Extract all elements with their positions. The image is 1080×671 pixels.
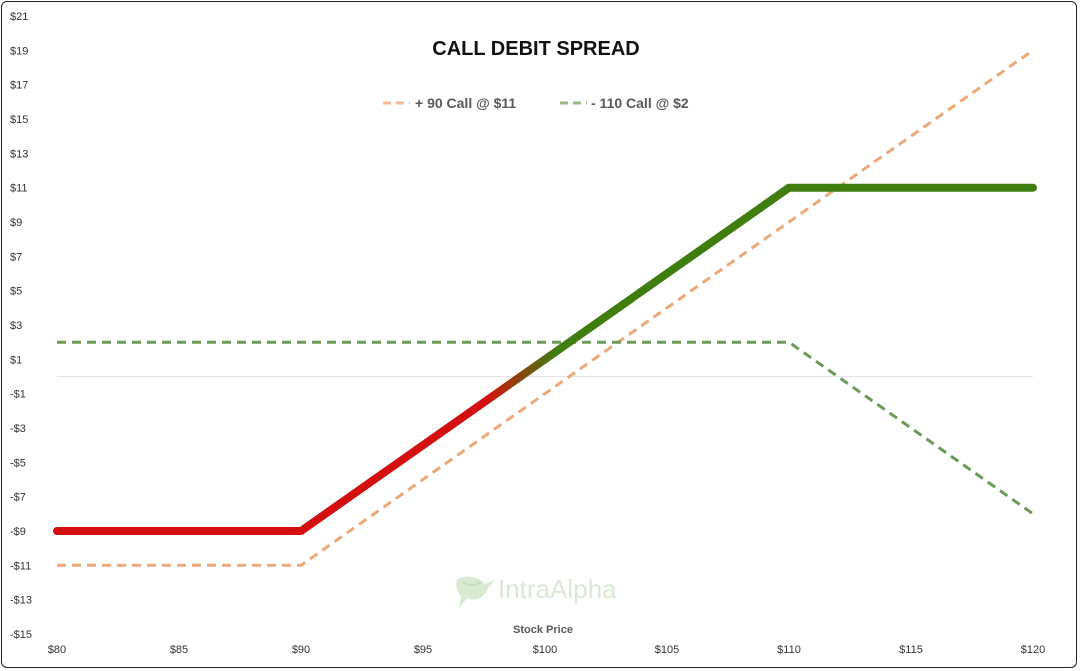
watermark: IntraAlpha — [456, 574, 617, 608]
y-tick-label: -$13 — [10, 595, 32, 607]
y-tick-label: -$7 — [10, 492, 26, 504]
x-tick-label: $85 — [170, 644, 188, 656]
x-tick-label: $80 — [48, 644, 66, 656]
series-long-90-call — [57, 49, 1034, 567]
y-tick-label: -$3 — [10, 423, 26, 435]
y-tick-label: $15 — [10, 114, 28, 126]
hummingbird-icon — [456, 576, 495, 608]
x-axis-title: Stock Price — [513, 624, 573, 636]
y-axis: $21 $19 $17 $15 $13 $11 $9 $7 $5 $3 $1 -$1 -$3 -$5 -$7… — [10, 11, 32, 641]
x-tick-label: $95 — [414, 644, 432, 656]
x-tick-label: $100 — [533, 644, 557, 656]
y-tick-label: $5 — [10, 286, 22, 298]
y-tick-label: -$5 — [10, 457, 26, 469]
y-tick-label: $3 — [10, 320, 22, 332]
chart-title: CALL DEBIT SPREAD — [432, 38, 639, 60]
y-tick-label: $11 — [10, 183, 28, 195]
x-tick-label: $120 — [1021, 644, 1045, 656]
x-tick-label: $90 — [292, 644, 310, 656]
y-tick-label: $7 — [10, 251, 22, 263]
y-tick-label: $1 — [10, 354, 22, 366]
x-tick-label: $110 — [777, 644, 801, 656]
series-short-110-call — [57, 340, 1034, 516]
series-spread-pl — [53, 183, 1037, 535]
y-tick-label: -$9 — [10, 526, 26, 538]
y-tick-label: -$11 — [10, 560, 31, 572]
watermark-text: IntraAlpha — [498, 574, 617, 604]
y-tick-label: $9 — [10, 217, 22, 229]
legend-item-short-call: - 110 Call @ $2 — [560, 95, 689, 111]
y-tick-label: $21 — [10, 11, 28, 23]
y-tick-label: -$15 — [10, 629, 32, 641]
x-axis: $80 $85 $90 $95 $100 $105 $110 $115 $120 — [48, 644, 1045, 656]
x-tick-label: $115 — [899, 644, 923, 656]
legend-label: + 90 Call @ $11 — [415, 95, 516, 111]
y-tick-label: $13 — [10, 148, 28, 160]
y-tick-label: $19 — [10, 45, 28, 57]
y-tick-label: $17 — [10, 80, 28, 92]
y-tick-label: -$1 — [10, 389, 26, 401]
legend-label: - 110 Call @ $2 — [591, 95, 689, 111]
legend: + 90 Call @ $11 - 110 Call @ $2 — [383, 95, 689, 111]
legend-item-long-call: + 90 Call @ $11 — [383, 95, 516, 111]
x-tick-label: $105 — [655, 644, 679, 656]
